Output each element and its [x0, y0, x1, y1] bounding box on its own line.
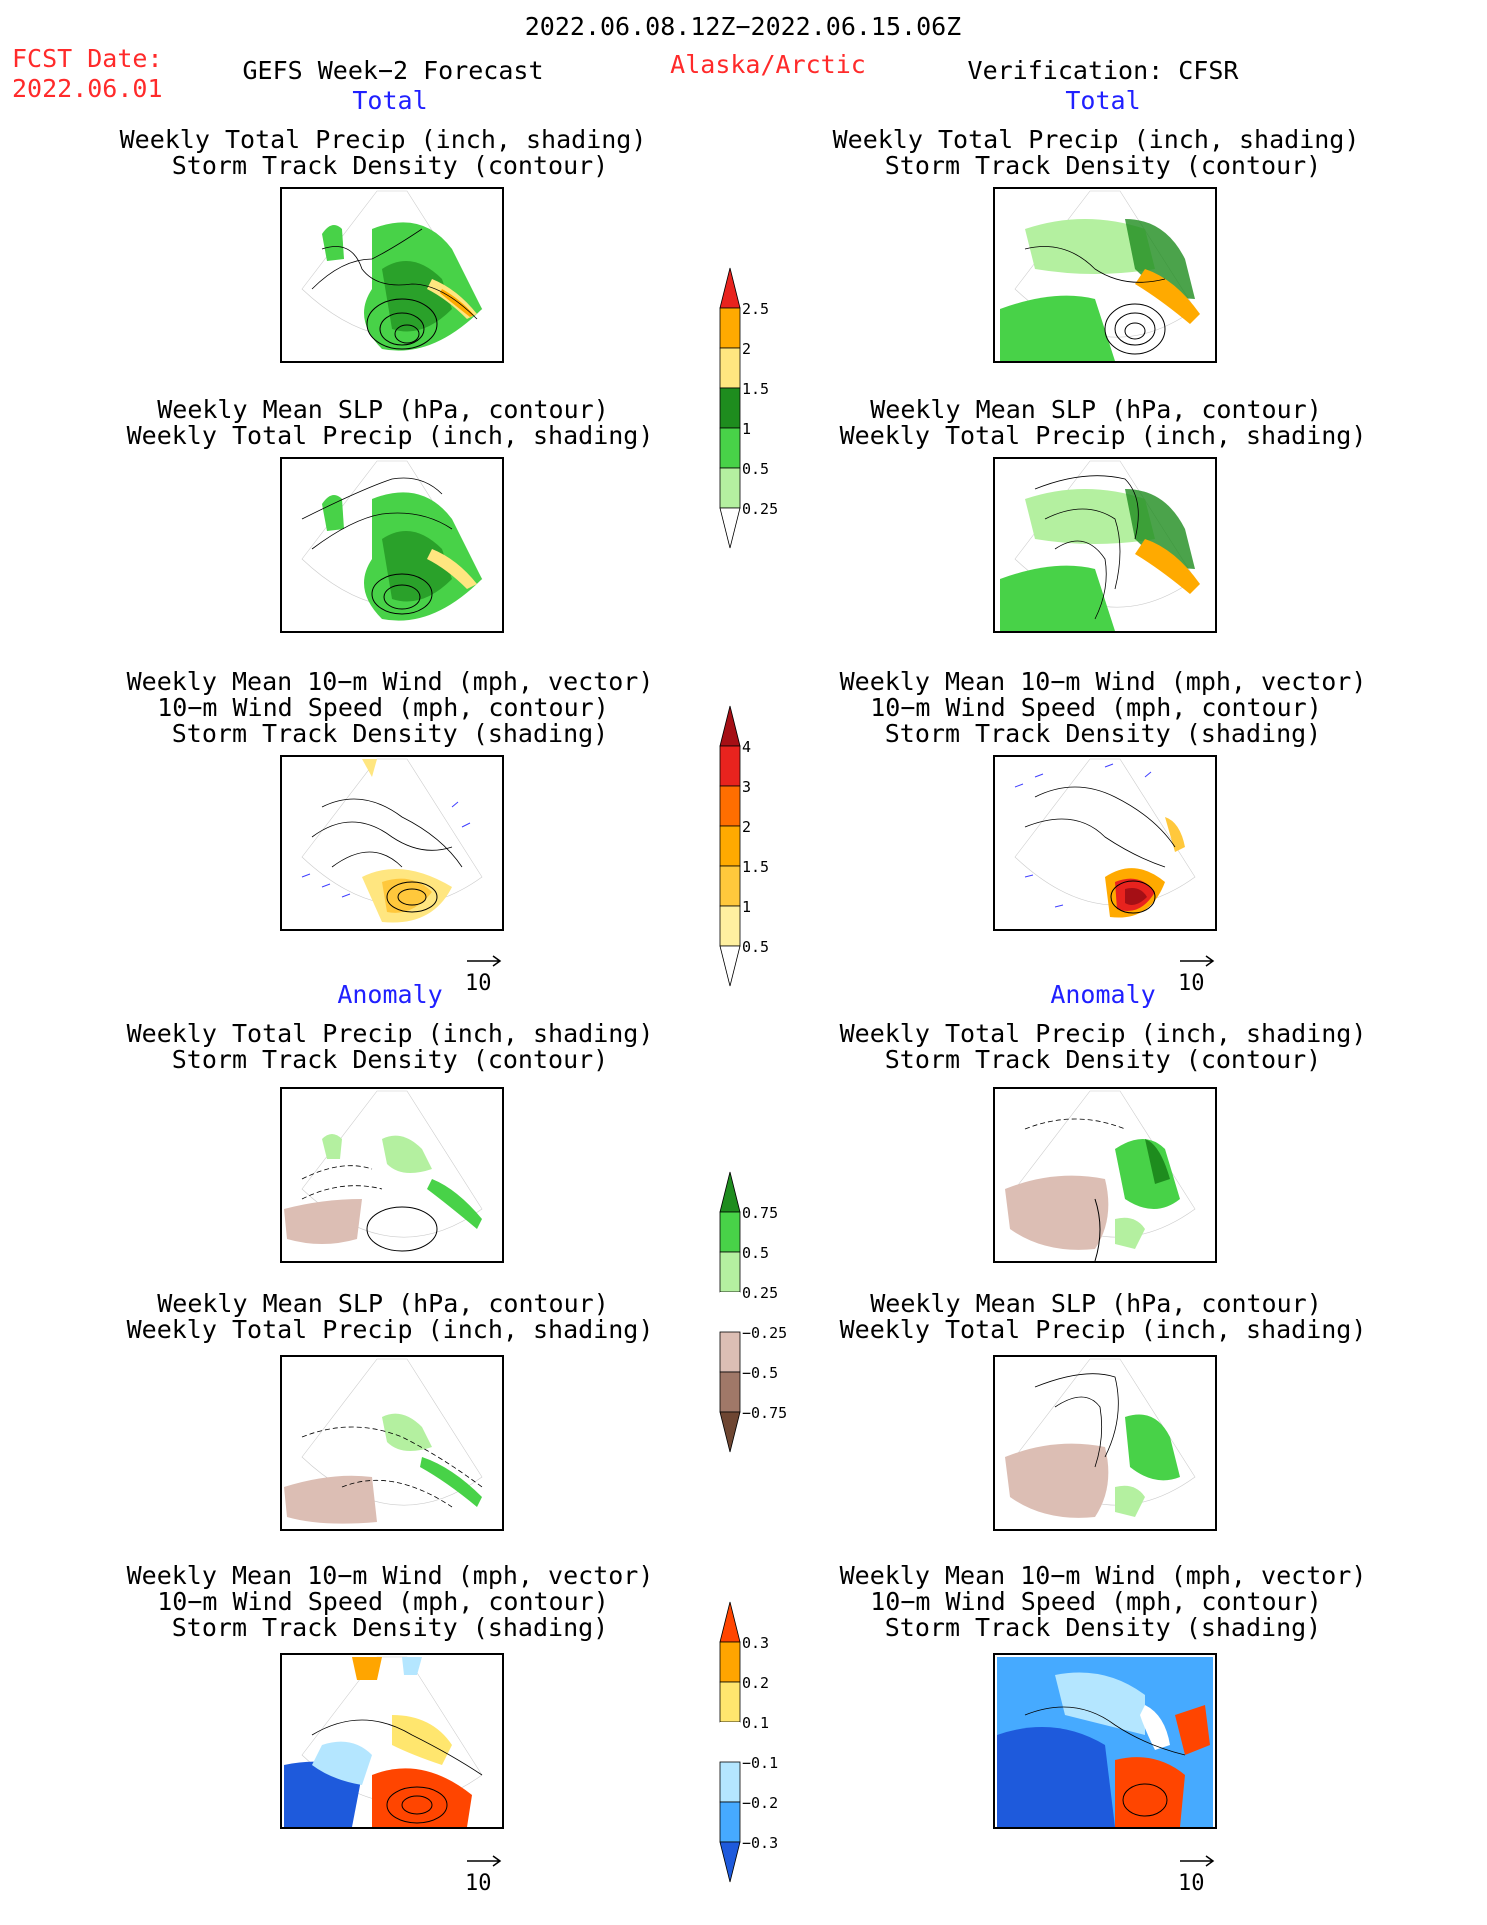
- title-line: Weekly Mean SLP (hPa, contour): [157, 395, 609, 424]
- left-total-label: Total: [352, 86, 428, 115]
- reference-vector: 10: [1168, 953, 1228, 997]
- title-line: Storm Track Density (contour): [884, 151, 1322, 180]
- title-line: 10−m Wind Speed (mph, contour): [870, 693, 1322, 722]
- title-line: Weekly Total Precip (inch, shading): [839, 1019, 1367, 1048]
- colorbar-label: 0.1: [742, 1714, 770, 1732]
- colorbar-label: 2: [742, 818, 752, 836]
- colorbar-label: 3: [742, 778, 752, 796]
- right-anomaly-label: Anomaly: [1050, 980, 1156, 1009]
- map-fcst-total-precip-storm: [280, 187, 504, 363]
- colorbar-precip-total: 2.5 2 1.5 1 0.5 0.25: [719, 267, 840, 549]
- title-line: 10−m Wind Speed (mph, contour): [157, 1587, 609, 1616]
- title-line: 10−m Wind Speed (mph, contour): [870, 1587, 1322, 1616]
- map-verif-total-slp-precip: [993, 457, 1217, 633]
- colorbar-label: 4: [742, 738, 752, 756]
- map-verif-anom-precip-storm: [993, 1087, 1217, 1263]
- reference-vector: 10: [1168, 1853, 1228, 1897]
- title-line: Storm Track Density (shading): [884, 1613, 1322, 1642]
- reference-vector: 10: [455, 953, 515, 997]
- colorbar-label: 2.5: [742, 300, 770, 318]
- colorbar-label: 0.2: [742, 1674, 770, 1692]
- colorbar-precip-total-swatches: [719, 267, 741, 549]
- colorbar-label: 1.5: [742, 380, 770, 398]
- map-fcst-total-wind-storm: [280, 755, 504, 931]
- title-line: Storm Track Density (shading): [171, 1613, 609, 1642]
- title-line: Storm Track Density (shading): [171, 719, 609, 748]
- colorbar-label: 0.25: [742, 500, 779, 518]
- colorbar-label: 0.5: [742, 938, 770, 956]
- colorbar-label: 0.3: [742, 1634, 770, 1652]
- colorbar-storm-total: 4 3 2 1.5 1 0.5: [719, 705, 840, 987]
- title-line: Weekly Mean SLP (hPa, contour): [870, 1289, 1322, 1318]
- map-verif-total-wind-storm: [993, 755, 1217, 931]
- title-line: 10−m Wind Speed (mph, contour): [157, 693, 609, 722]
- map-fcst-anom-wind-storm: [280, 1653, 504, 1829]
- title-line: Weekly Mean SLP (hPa, contour): [870, 395, 1322, 424]
- map-verif-total-precip-storm: [993, 187, 1217, 363]
- colorbar-label: 1: [742, 898, 752, 916]
- title-line: Weekly Mean 10−m Wind (mph, vector): [126, 667, 654, 696]
- title-line: Weekly Total Precip (inch, shading): [832, 125, 1360, 154]
- title-line: Storm Track Density (contour): [171, 151, 609, 180]
- title-line: Weekly Total Precip (inch, shading): [126, 1019, 654, 1048]
- right-total-label: Total: [1065, 86, 1141, 115]
- map-fcst-anom-slp-precip: [280, 1355, 504, 1531]
- title-line: Weekly Mean 10−m Wind (mph, vector): [126, 1561, 654, 1590]
- colorbar-label: 2: [742, 340, 752, 358]
- title-line: Storm Track Density (contour): [171, 1045, 609, 1074]
- colorbar-label: 0.75: [742, 1204, 779, 1222]
- title-line: Storm Track Density (shading): [884, 719, 1322, 748]
- verification-title: Verification: CFSR: [967, 56, 1239, 85]
- title-line: Weekly Mean SLP (hPa, contour): [157, 1289, 609, 1318]
- colorbar-label: −0.3: [742, 1834, 779, 1852]
- colorbar-label: −0.2: [742, 1794, 779, 1812]
- colorbar-storm-anomaly: 0.3 0.2 0.1 −0.1 −0.2 −0.3: [719, 1601, 840, 1883]
- map-verif-anom-wind-storm: [993, 1653, 1217, 1829]
- title-line: Weekly Total Precip (inch, shading): [119, 125, 647, 154]
- product-title: GEFS Week−2 Forecast: [242, 56, 544, 85]
- map-fcst-total-slp-precip: [280, 457, 504, 633]
- reference-vector-label: 10: [1178, 1871, 1205, 1896]
- colorbar-label: 1.5: [742, 858, 770, 876]
- title-line: Weekly Total Precip (inch, shading): [126, 1315, 654, 1344]
- colorbar-storm-anomaly-swatches: [719, 1601, 741, 1883]
- title-line: Weekly Total Precip (inch, shading): [126, 421, 654, 450]
- title-line: Weekly Total Precip (inch, shading): [839, 421, 1367, 450]
- title-line: Weekly Mean 10−m Wind (mph, vector): [839, 667, 1367, 696]
- reference-vector-label: 10: [465, 971, 492, 996]
- region-title: Alaska/Arctic: [670, 50, 866, 79]
- colorbar-storm-total-swatches: [719, 705, 741, 987]
- colorbar-precip-anomaly-swatches: [719, 1171, 741, 1453]
- title-line: Storm Track Density (contour): [884, 1045, 1322, 1074]
- map-verif-anom-slp-precip: [993, 1355, 1217, 1531]
- colorbar-precip-anomaly: 0.75 0.5 0.25 −0.25 −0.5 −0.75: [719, 1171, 840, 1453]
- colorbar-label: −0.1: [742, 1754, 779, 1772]
- date-range-title: 2022.06.08.12Z−2022.06.15.06Z: [524, 12, 962, 41]
- colorbar-label: −0.75: [742, 1404, 788, 1422]
- title-line: Weekly Total Precip (inch, shading): [839, 1315, 1367, 1344]
- colorbar-label: 0.25: [742, 1284, 779, 1302]
- reference-vector: 10: [455, 1853, 515, 1897]
- colorbar-label: 1: [742, 420, 752, 438]
- colorbar-label: −0.5: [742, 1364, 779, 1382]
- fcst-date-label: FCST Date:: [12, 44, 163, 73]
- colorbar-label: 0.5: [742, 460, 770, 478]
- reference-vector-label: 10: [1178, 971, 1205, 996]
- fcst-date-value: 2022.06.01: [12, 74, 163, 103]
- colorbar-label: −0.25: [742, 1324, 788, 1342]
- colorbar-label: 0.5: [742, 1244, 770, 1262]
- map-fcst-anom-precip-storm: [280, 1087, 504, 1263]
- title-line: Weekly Mean 10−m Wind (mph, vector): [839, 1561, 1367, 1590]
- left-anomaly-label: Anomaly: [337, 980, 443, 1009]
- reference-vector-label: 10: [465, 1871, 492, 1896]
